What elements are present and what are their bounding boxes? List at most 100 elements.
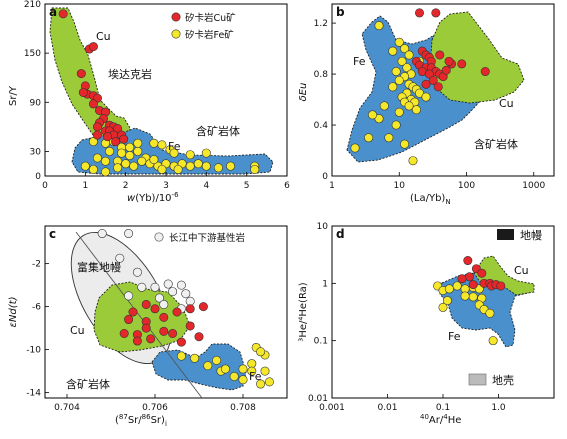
panel-b-cu-point [457,59,467,69]
x-tick-label: 3 [163,181,169,191]
panel-c-fe-point [260,366,270,376]
panel-d-mantle-box [497,229,514,240]
panel-c-label-mantle: 富集地幔 [77,260,121,274]
panel-a-fe-point [113,163,123,173]
panel-b-fe-point [421,92,431,102]
panel-b-fe-point [388,46,398,56]
panel-c-cu-point [198,302,208,312]
y-tick-label: 0.4 [314,121,329,131]
panel-a-fe-point [129,161,139,171]
panel-c-cu-point [168,328,178,338]
panel-c-fe-point [229,371,239,381]
panel-c-fe-point [238,375,248,385]
panel-c-basic-point [154,293,164,303]
panel-a-fe-point [149,155,159,165]
panel-c: 0.704 0.706 0.708 -2 -6 -10 -14 c 长江中下游基性岩 富集地… [8,225,288,428]
x-tick-label: 0.704 [54,403,80,413]
panel-d-cu-point [496,281,506,291]
panel-b-fe-point [394,107,404,117]
y-tick-label: -14 [26,389,41,399]
x-tick-label: 100 [458,181,475,191]
panel-b-cu-points [411,8,490,92]
panel-c-fe-point [176,351,186,361]
panel-d-label-fe: Fe [448,330,461,343]
x-tick-label: 1000 [522,181,545,191]
panel-c-basic-point [124,229,134,239]
panel-d-cu-point [457,274,467,284]
panel-a-label-ore: 含矿岩体 [196,124,240,138]
panel-d-label-crust: 地壳 [492,373,514,387]
panel-a-fe-point [121,159,131,169]
panel-d-fe-point [452,281,462,291]
x-tick-label: 1 [329,181,335,191]
panel-c-xlabel: (87Sr/86Sr)i [115,413,167,428]
panel-c-cu-point [194,332,204,342]
y-tick-label: 210 [24,0,41,10]
panel-a-fe-points [80,137,260,177]
panel-c-fe-point [203,361,213,371]
panel-a-legend-fe-marker [171,29,181,39]
panel-a-cu-point [76,69,86,79]
panel-a: 0 1 2 3 4 5 6 0 30 90 150 210 a Cu 埃达克岩 Fe 含矿岩体 矽卡岩… [8,0,290,204]
panel-c-fe-points [176,342,274,389]
panel-a-cu-point [58,9,68,19]
panel-c-label-fe: Fe [249,370,262,383]
panel-b-fe-point [400,139,410,149]
panel-c-basic-point [176,280,186,290]
panel-b-fe-point [408,156,418,166]
x-tick-label: 0.1 [436,403,450,413]
panel-d-fe-points [433,281,498,346]
panel-c-fe-point [264,377,274,387]
panel-d-fe-point [468,292,478,302]
panel-b-fe-point [384,133,394,143]
panel-a-legend-fe: 矽卡岩Fe矿 [185,29,234,41]
panel-c-fe-point [256,379,266,389]
panel-c-basic-point [185,296,195,306]
y-tick-label: 30 [30,147,42,157]
panel-b-fe-point [391,120,401,130]
panel-b-cu-point [428,75,438,85]
panel-b-cu-point [441,65,451,75]
panel-a-cu-point [113,123,123,133]
panel-d-crust-box [468,373,487,386]
panel-c-basic-point [163,279,173,289]
panel-b-cu-point [421,79,431,89]
panel-c-cu-point [119,328,129,338]
panel-b-cu-point [444,56,454,66]
panel-a-letter: a [49,5,57,19]
panel-b-fe-point [394,37,404,47]
panel-a-label-fe: Fe [168,140,181,153]
y-tick-label: 0 [35,172,41,182]
panel-c-cu-point [146,334,156,344]
panel-a-fe-point [88,164,98,174]
panel-c-legend-basic: 长江中下游基性岩 [169,232,245,244]
panel-d-cu-point [464,272,474,282]
panel-b-cu-point [435,50,445,60]
panel-d-label-mantle: 地幔 [520,229,542,242]
panel-a-cu-point [88,99,98,109]
x-tick-label: 5 [244,181,250,191]
panel-a-cu-point [103,132,113,142]
x-tick-label: 0.001 [319,403,345,413]
panel-a-fe-point [173,164,183,174]
x-tick-label: 0 [42,181,48,191]
panel-b-fe-point [350,143,360,153]
x-tick-label: 0.01 [377,403,397,413]
panel-c-cu-point [141,299,151,309]
panel-b-fe-point [394,75,404,85]
panel-d-cu-point [468,280,478,290]
panel-a-fe-point [201,161,211,171]
y-tick-label: 90 [30,98,42,108]
y-tick-label: -2 [32,260,41,270]
panel-b-fe-point [364,133,374,143]
panel-d-letter: d [336,227,345,241]
panel-c-basic-point [97,229,107,239]
panel-a-label-cu: Cu [96,30,111,43]
panel-b: 1 10 100 1000 0 0.4 0.8 1.2 b Fe Cu 含矿岩体 (La/Yb… [298,3,555,206]
panel-a-fe-point [213,163,223,173]
y-tick-label: 1 [322,279,328,289]
panel-d-cu-point [477,268,487,278]
panel-c-cu-point [185,304,195,314]
